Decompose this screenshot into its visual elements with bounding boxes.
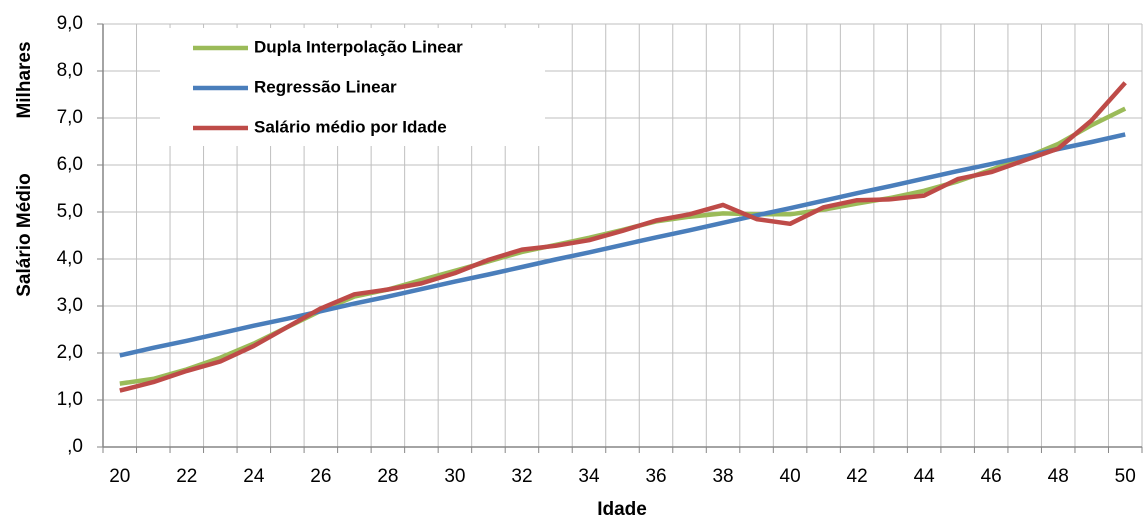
x-tick-label: 24 [243,466,265,487]
x-tick-label: 22 [176,466,197,487]
y-tick-label: 3,0 [57,295,83,316]
x-tick-label: 26 [310,466,331,487]
x-tick-label: 46 [981,466,1002,487]
x-tick-label: 40 [780,466,801,487]
x-tick-label: 20 [109,466,130,487]
x-tick-label: 32 [511,466,532,487]
y-tick-label: 1,0 [57,389,83,410]
legend: Dupla Interpolação Linear Regressão Linea… [160,28,545,146]
y-axis-label: Salário Médio [14,173,35,297]
x-tick-label: 28 [377,466,398,487]
legend-label: Dupla Interpolação Linear [254,37,463,56]
y-tick-label: 4,0 [57,248,83,269]
y-tick-label: 2,0 [57,342,83,363]
x-tick-label: 30 [444,466,465,487]
x-tick-label: 38 [712,466,733,487]
x-tick-label: 48 [1048,466,1069,487]
legend-label: Regressão Linear [254,77,397,96]
x-tick-label: 50 [1115,466,1136,487]
y-tick-label: 9,0 [57,13,83,34]
y-tick-label: 8,0 [57,60,83,81]
x-tick-label: 42 [847,466,868,487]
x-tick-label: 36 [645,466,666,487]
y-tick-label: ,0 [67,436,83,457]
x-tick-label: 34 [578,466,600,487]
series-line [119,81,1127,393]
y-tick-label: 6,0 [57,154,83,175]
y-tick-label: 5,0 [57,201,83,222]
x-tick-label: 44 [914,466,936,487]
y-axis-unit: Milhares [14,41,35,118]
series-line [119,132,1126,358]
y-tick-label: 7,0 [57,107,83,128]
legend-label: Salário médio por Idade [254,117,447,136]
x-axis-label: Idade [597,499,647,520]
